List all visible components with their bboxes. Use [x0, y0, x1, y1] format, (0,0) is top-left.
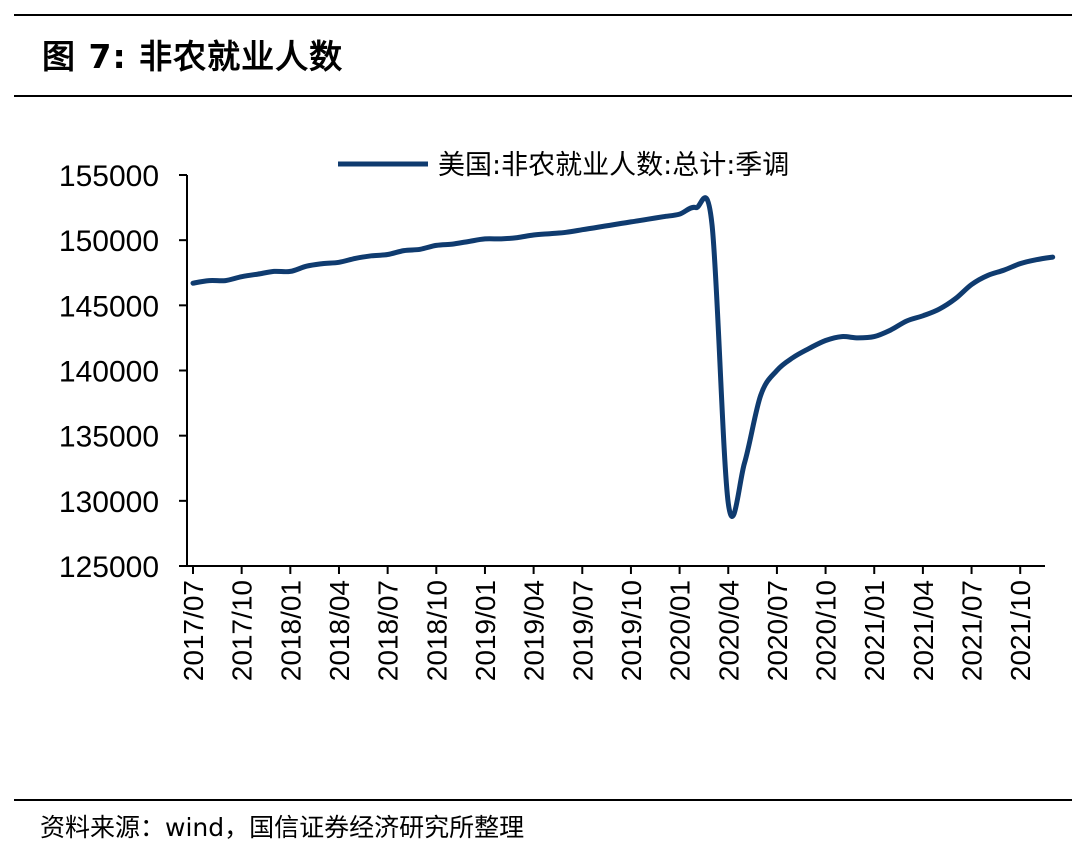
- y-tick-label: 125000: [59, 551, 159, 584]
- top-rule: [14, 14, 1072, 16]
- x-tick-label: 2020/10: [811, 580, 842, 681]
- x-tick-label: 2021/04: [908, 580, 939, 681]
- legend: 美国:非农就业人数:总计:季调: [338, 150, 789, 181]
- x-tick-label: 2017/10: [227, 580, 258, 681]
- x-tick-label: 2021/07: [957, 580, 988, 681]
- series-line: [190, 195, 1056, 519]
- x-tick-label: 2019/01: [470, 580, 501, 681]
- figure-title: 图 7: 非农就业人数: [42, 37, 344, 76]
- x-tick-label: 2019/10: [616, 580, 647, 681]
- y-axis-ticks: 125000 130000 135000 140000 145000 150000 1550…: [59, 160, 187, 584]
- source-rule: [14, 799, 1072, 801]
- x-tick-label: 2018/01: [275, 580, 306, 681]
- y-tick-label: 155000: [59, 160, 159, 193]
- x-tick-label: 2021/10: [1005, 580, 1036, 681]
- x-tick-label: 2019/04: [519, 580, 550, 681]
- x-tick-label: 2018/07: [373, 580, 404, 681]
- axes: [186, 175, 1045, 567]
- x-tick-label: 2020/07: [762, 580, 793, 681]
- legend-label: 美国:非农就业人数:总计:季调: [438, 150, 789, 181]
- x-tick-label: 2020/01: [665, 580, 696, 681]
- x-tick-label: 2017/07: [178, 580, 209, 681]
- x-tick-label: 2020/04: [713, 580, 744, 681]
- y-tick-label: 130000: [59, 486, 159, 519]
- x-tick-label: 2021/01: [859, 580, 890, 681]
- source-note: 资料来源：wind，国信证券经济研究所整理: [40, 813, 525, 842]
- y-tick-label: 135000: [59, 421, 159, 454]
- title-rule: [14, 95, 1072, 97]
- y-tick-label: 145000: [59, 290, 159, 323]
- nonfarm-payroll-chart: 125000 130000 135000 140000 145000 150000 1550…: [59, 150, 1056, 681]
- x-tick-label: 2018/04: [324, 580, 355, 681]
- x-tick-label: 2018/10: [421, 580, 452, 681]
- y-tick-label: 150000: [59, 225, 159, 258]
- x-axis-ticks: 2017/07 2017/10 2018/01 2018/04 2018/07 2018/…: [178, 566, 1036, 681]
- x-tick-label: 2019/07: [567, 580, 598, 681]
- y-tick-label: 140000: [59, 356, 159, 389]
